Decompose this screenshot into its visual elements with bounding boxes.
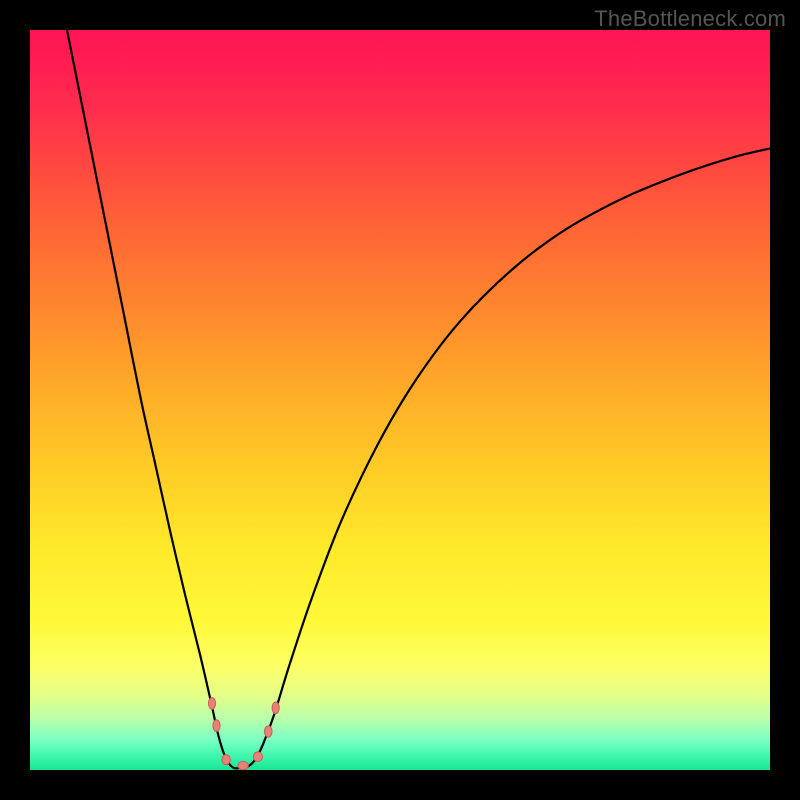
curve-marker xyxy=(264,726,272,737)
curve-marker xyxy=(272,702,279,714)
curve-marker xyxy=(213,720,220,732)
plot-area xyxy=(30,30,770,770)
curve-marker xyxy=(253,752,262,762)
curve-marker xyxy=(238,761,248,769)
curve-marker xyxy=(208,698,215,710)
curve-marker xyxy=(222,755,230,765)
bottleneck-curve xyxy=(67,30,770,768)
watermark-text: TheBottleneck.com xyxy=(594,6,786,32)
curve-layer xyxy=(30,30,770,770)
